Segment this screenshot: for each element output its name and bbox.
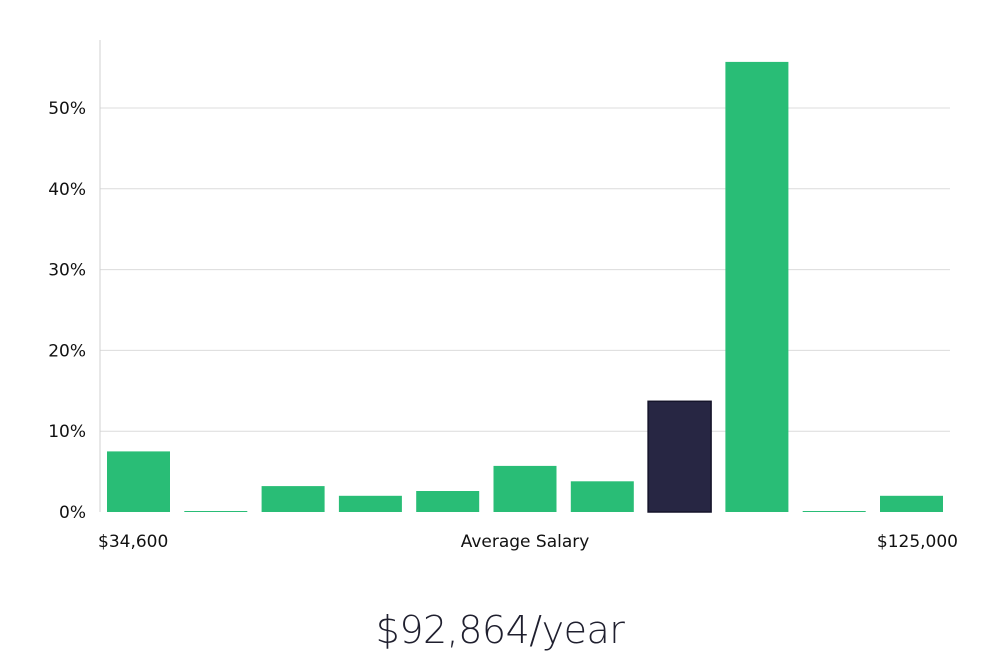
bar [570,481,634,512]
bar [493,465,557,512]
bar [416,491,480,512]
bar [338,495,402,512]
gridlines [100,107,950,432]
x-label-min: $34,600 [98,532,168,552]
bar [725,61,789,513]
y-tick-label: 10% [48,422,86,442]
bar [880,495,943,512]
y-tick-label: 20% [48,341,86,361]
bar-highlighted [647,400,712,513]
bar [184,511,248,512]
y-tick-label: 50% [48,99,86,119]
bar [107,451,170,512]
bars [107,61,943,513]
y-tick-label: 0% [59,503,86,523]
salary-histogram: 0% 10% 20% 30% 40% 50% $34,600 Average Salary… [48,40,958,552]
y-axis-tick-labels: 0% 10% 20% 30% 40% 50% [48,99,86,523]
x-label-max: $125,000 [877,532,958,552]
average-salary-headline: $92,864/year [375,608,625,652]
y-tick-label: 40% [48,180,86,200]
bar [802,511,866,512]
y-tick-label: 30% [48,261,86,281]
bar [261,486,325,512]
x-axis-title: Average Salary [461,532,590,552]
